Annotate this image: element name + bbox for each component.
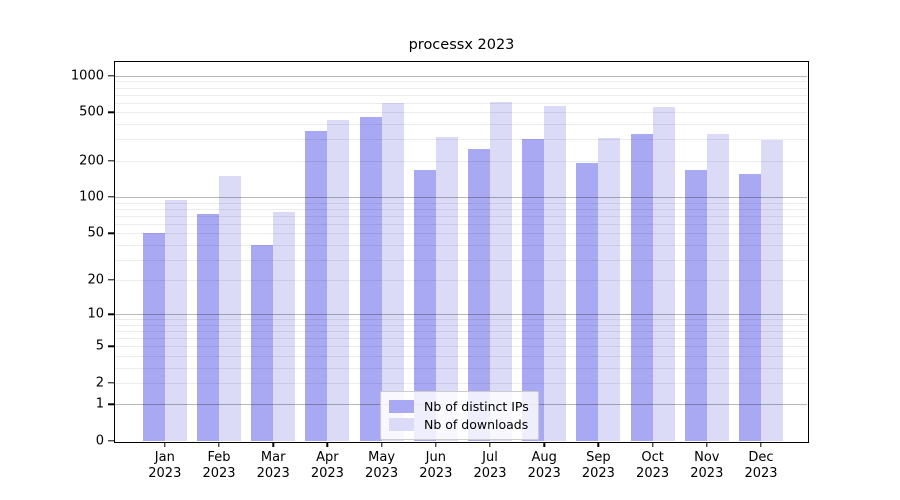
- bar-distinct-ips-nov: [684, 169, 707, 441]
- bar-downloads-apr: [327, 119, 350, 441]
- x-tick-label-apr: Apr 2023: [310, 450, 344, 481]
- bar-distinct-ips-apr: [305, 130, 328, 441]
- x-tick-label-nov: Nov 2023: [690, 450, 724, 481]
- y-tick-label: 5: [95, 338, 104, 354]
- y-tick-label: 1000: [70, 68, 104, 84]
- x-tick-mark: [326, 442, 329, 447]
- x-tick-label-may: May 2023: [365, 450, 399, 481]
- bar-distinct-ips-jun: [413, 170, 436, 441]
- minor-gridline: [115, 160, 807, 162]
- x-tick-label-dec: Dec 2023: [744, 450, 778, 481]
- x-tick-mark: [164, 442, 166, 447]
- bar-distinct-ips-oct: [630, 133, 653, 441]
- bar-distinct-ips-may: [359, 116, 382, 441]
- x-tick-label-jan: Jan 2023: [148, 450, 182, 481]
- x-tick-mark: [706, 442, 708, 447]
- legend-label-distinct-ips: Nb of distinct IPs: [424, 398, 529, 414]
- x-tick-mark: [760, 442, 762, 447]
- bar-downloads-may: [381, 102, 404, 441]
- x-tick-mark: [435, 442, 437, 447]
- y-tick-mark: [108, 232, 114, 234]
- x-tick-mark: [489, 442, 491, 447]
- bar-distinct-ips-feb: [197, 214, 219, 441]
- y-tick-label: 10: [87, 306, 104, 322]
- legend-swatch-distinct-ips: [389, 399, 414, 413]
- minor-gridline: [115, 139, 807, 141]
- y-tick-label: 1: [95, 396, 104, 412]
- minor-gridline: [115, 102, 807, 104]
- x-tick-mark: [597, 442, 600, 447]
- y-tick-mark: [108, 279, 114, 281]
- bar-distinct-ips-mar: [251, 244, 274, 441]
- bar-downloads-jul: [490, 101, 512, 441]
- x-tick-label-feb: Feb 2023: [202, 450, 236, 481]
- legend: Nb of distinct IPs Nb of downloads: [380, 391, 539, 440]
- y-tick-mark: [108, 345, 114, 347]
- y-tick-label: 500: [79, 104, 104, 120]
- x-tick-mark: [218, 442, 220, 447]
- bar-downloads-sep: [598, 138, 621, 441]
- plot-layers: 0 1 2 5 10 20 50 100 200 500 1000 Jan 2023 Feb 2023 Mar…: [71, 62, 807, 481]
- y-tick-label: 20: [87, 272, 104, 288]
- legend-item-downloads: Nb of downloads: [389, 415, 529, 433]
- y-tick-mark: [108, 313, 114, 315]
- x-tick-label-mar: Mar 2023: [256, 450, 290, 481]
- bar-downloads-mar: [273, 212, 296, 441]
- y-tick-label: 50: [87, 225, 104, 241]
- x-tick-label-aug: Aug 2023: [527, 450, 561, 481]
- y-tick-mark: [108, 196, 114, 198]
- plot-area: 0 1 2 5 10 20 50 100 200 500 1000 Jan 2023 Feb 2023 Mar…: [71, 61, 809, 481]
- y-tick-mark: [108, 382, 114, 384]
- y-tick-mark: [108, 111, 114, 114]
- x-tick-mark: [651, 442, 654, 447]
- y-tick-label: 200: [79, 153, 104, 169]
- x-tick-label-jul: Jul 2023: [473, 450, 507, 481]
- bar-downloads-oct: [652, 106, 675, 441]
- y-tick-mark: [108, 440, 114, 442]
- x-tick-mark: [380, 442, 383, 447]
- x-tick-label-jun: Jun 2023: [419, 450, 453, 481]
- chart-title: processx 2023: [408, 37, 515, 53]
- x-tick-label-oct: Oct 2023: [636, 450, 670, 481]
- y-tick-mark: [108, 75, 114, 77]
- legend-item-distinct-ips: Nb of distinct IPs: [389, 397, 529, 415]
- x-tick-label-sep: Sep 2023: [581, 450, 615, 481]
- y-tick-label: 0: [95, 433, 104, 449]
- bar-downloads-jan: [164, 199, 187, 441]
- bar-distinct-ips-jul: [468, 149, 490, 441]
- y-tick-label: 2: [95, 375, 104, 391]
- y-tick-mark: [108, 403, 114, 406]
- major-gridline: [115, 75, 807, 77]
- bar-distinct-ips-sep: [576, 163, 599, 441]
- legend-swatch-downloads: [389, 417, 414, 431]
- bar-distinct-ips-dec: [739, 174, 761, 441]
- bar-distinct-ips-jan: [142, 233, 165, 441]
- bar-downloads-aug: [544, 105, 567, 441]
- bar-downloads-jun: [435, 136, 458, 441]
- bar-downloads-dec: [761, 140, 783, 441]
- legend-label-downloads: Nb of downloads: [424, 416, 529, 432]
- bar-downloads-feb: [219, 175, 241, 441]
- minor-gridline: [115, 94, 807, 96]
- bar-distinct-ips-aug: [522, 138, 545, 441]
- minor-gridline: [115, 81, 807, 83]
- y-tick-mark: [108, 159, 114, 162]
- y-tick-label: 100: [79, 189, 104, 205]
- minor-gridline: [115, 87, 807, 89]
- minor-gridline: [115, 124, 807, 126]
- x-tick-mark: [543, 442, 545, 447]
- bar-downloads-nov: [706, 134, 729, 441]
- minor-gridline: [115, 112, 807, 114]
- x-tick-mark: [272, 442, 274, 447]
